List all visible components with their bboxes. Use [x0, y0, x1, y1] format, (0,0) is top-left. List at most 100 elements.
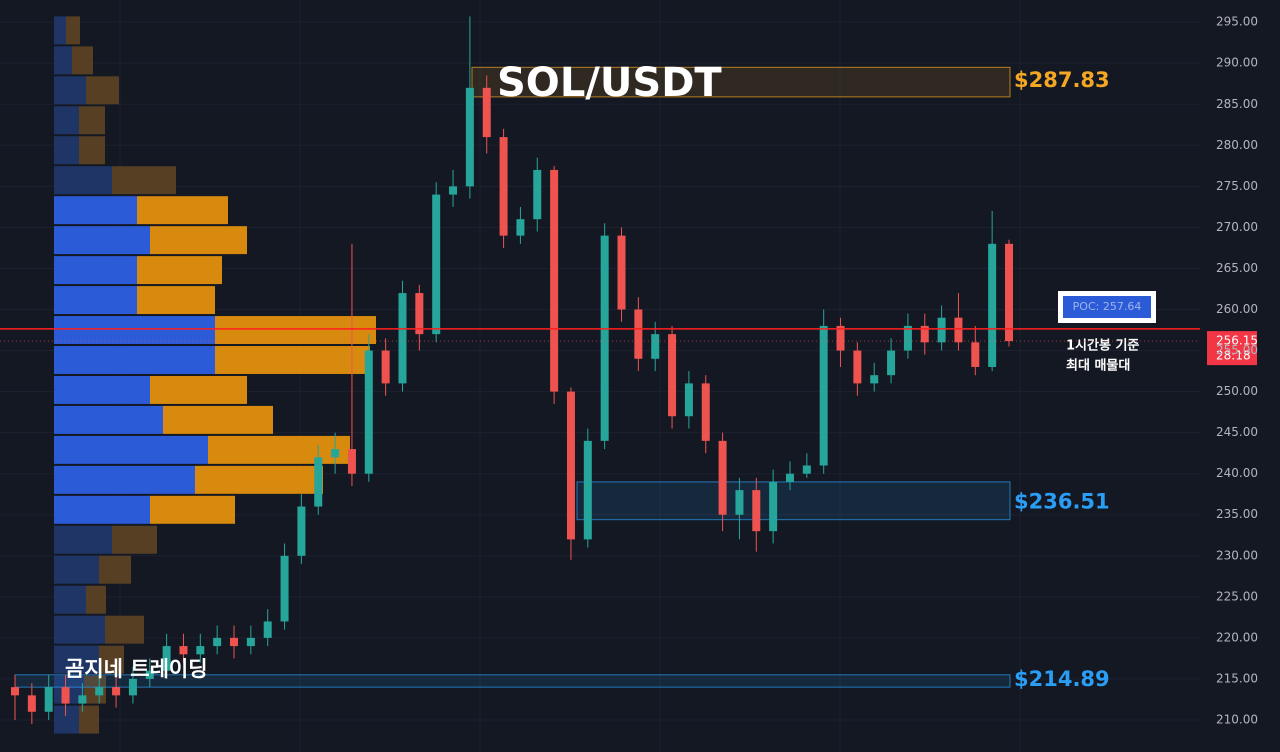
- zone-label: $214.89: [1014, 667, 1110, 691]
- candle-body: [684, 383, 693, 417]
- profile-sell-bar: [150, 226, 247, 255]
- candle-body: [971, 342, 980, 367]
- profile-sell-bar: [99, 645, 124, 674]
- candle-body: [903, 325, 912, 351]
- profile-buy-bar: [54, 585, 86, 614]
- profile-buy-bar: [54, 705, 79, 734]
- candle-body: [701, 383, 710, 441]
- candle-body: [347, 449, 356, 474]
- candle-body: [819, 325, 828, 466]
- zone-box: [576, 481, 1011, 521]
- profile-buy-bar: [54, 16, 66, 45]
- candle-body: [482, 87, 491, 138]
- candle-body: [145, 670, 154, 679]
- candle-body: [78, 695, 87, 704]
- profile-sell-bar: [137, 256, 222, 285]
- candle-body: [432, 194, 441, 335]
- profile-buy-bar: [54, 405, 163, 434]
- candle-body: [95, 687, 104, 696]
- candle-body: [769, 481, 778, 532]
- y-tick-label: 230.00: [1216, 548, 1258, 562]
- candle-body: [44, 687, 53, 712]
- candle-body: [668, 334, 677, 417]
- candle-body: [937, 317, 946, 343]
- profile-buy-bar: [54, 286, 137, 315]
- poc-note: 최대 매물대: [1066, 359, 1130, 374]
- y-tick-label: 225.00: [1216, 589, 1258, 603]
- candle-body: [550, 169, 559, 392]
- watermark: 곰지네 트레이딩: [65, 657, 208, 681]
- y-tick-label: 270.00: [1216, 220, 1258, 234]
- profile-buy-bar: [54, 495, 150, 524]
- y-tick-label: 265.00: [1216, 261, 1258, 275]
- candle-body: [112, 687, 121, 696]
- zone-box: [471, 66, 1011, 98]
- profile-buy-bar: [54, 435, 208, 464]
- candle-body: [566, 391, 575, 540]
- candle-body: [836, 325, 845, 351]
- y-tick-label: 235.00: [1216, 507, 1258, 521]
- current-price-box: [1207, 331, 1257, 366]
- profile-sell-bar: [137, 286, 215, 315]
- profile-sell-bar: [215, 346, 370, 374]
- profile-sell-bar: [208, 435, 350, 464]
- profile-buy-bar: [54, 196, 137, 225]
- poc-box-inner: [1063, 296, 1151, 318]
- profile-sell-bar: [150, 495, 235, 524]
- y-tick-label: 285.00: [1216, 97, 1258, 111]
- profile-sell-bar: [163, 405, 273, 434]
- profile-sell-bar: [150, 375, 247, 404]
- candle-body: [887, 350, 896, 376]
- candle-body: [162, 646, 171, 671]
- candle-body: [465, 87, 474, 187]
- candle-body: [853, 350, 862, 384]
- profile-buy-bar: [54, 76, 86, 105]
- candle-body: [735, 490, 744, 515]
- profile-buy-bar: [54, 166, 112, 195]
- profile-sell-bar: [105, 615, 144, 644]
- candle-body: [196, 646, 205, 655]
- candle-body: [314, 457, 323, 507]
- candle-body: [246, 637, 255, 647]
- y-tick-label: 220.00: [1216, 630, 1258, 644]
- profile-buy-bar: [54, 136, 79, 165]
- countdown-label: 28:18: [1216, 349, 1251, 363]
- candle-body: [600, 235, 609, 441]
- candle-body: [802, 465, 811, 474]
- profile-sell-bar: [84, 675, 106, 704]
- candle-body: [449, 186, 458, 195]
- candle-body: [61, 687, 70, 704]
- profile-sell-bar: [66, 16, 80, 45]
- profile-sell-bar: [137, 196, 228, 225]
- candle-body: [128, 678, 137, 696]
- y-tick-label: 240.00: [1216, 466, 1258, 480]
- candle-body: [381, 350, 390, 384]
- zone-label: $287.83: [1014, 68, 1110, 92]
- y-tick-label: 250.00: [1216, 384, 1258, 398]
- candle-body: [11, 687, 19, 696]
- candle-body: [331, 449, 340, 458]
- profile-sell-bar: [86, 585, 106, 614]
- candle-body: [920, 325, 929, 343]
- profile-sell-bar: [99, 555, 131, 584]
- y-tick-label: 255.00: [1216, 343, 1258, 357]
- candle-body: [718, 440, 727, 515]
- candle-body: [398, 293, 407, 384]
- candle-body: [634, 309, 643, 359]
- profile-buy-bar: [54, 46, 72, 75]
- profile-buy-bar: [54, 346, 215, 374]
- candle-body: [297, 506, 306, 556]
- candle-body: [870, 375, 879, 384]
- profile-sell-bar: [79, 136, 105, 165]
- profile-sell-bar: [72, 46, 93, 75]
- candle-body: [364, 350, 373, 474]
- y-tick-label: 290.00: [1216, 56, 1258, 70]
- y-tick-label: 215.00: [1216, 671, 1258, 685]
- candle-body: [954, 317, 963, 343]
- profile-buy-bar: [54, 256, 137, 285]
- candle-body: [651, 334, 660, 359]
- profile-buy-bar: [54, 645, 99, 674]
- y-tick-label: 260.00: [1216, 302, 1258, 316]
- candle-body: [27, 695, 36, 712]
